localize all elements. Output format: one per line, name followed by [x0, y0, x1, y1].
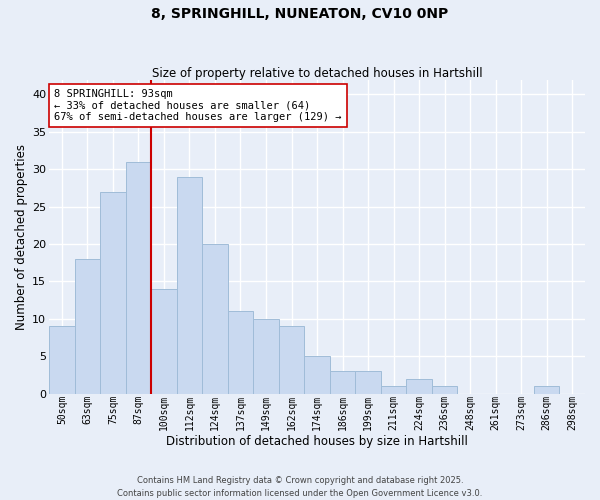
Text: 8 SPRINGHILL: 93sqm
← 33% of detached houses are smaller (64)
67% of semi-detach: 8 SPRINGHILL: 93sqm ← 33% of detached ho… [55, 89, 342, 122]
Bar [381, 386, 406, 394]
Title: Size of property relative to detached houses in Hartshill: Size of property relative to detached ho… [152, 66, 482, 80]
Bar [279, 326, 304, 394]
Text: Contains HM Land Registry data © Crown copyright and database right 2025.
Contai: Contains HM Land Registry data © Crown c… [118, 476, 482, 498]
Bar [406, 378, 432, 394]
Bar [432, 386, 457, 394]
Bar [355, 372, 381, 394]
Bar [74, 259, 100, 394]
Bar [253, 319, 279, 394]
Bar [100, 192, 125, 394]
Bar [202, 244, 228, 394]
Bar [151, 289, 176, 394]
Bar [330, 372, 355, 394]
Bar [176, 177, 202, 394]
Y-axis label: Number of detached properties: Number of detached properties [15, 144, 28, 330]
Text: 8, SPRINGHILL, NUNEATON, CV10 0NP: 8, SPRINGHILL, NUNEATON, CV10 0NP [151, 8, 449, 22]
Bar [304, 356, 330, 394]
Bar [534, 386, 559, 394]
Bar [49, 326, 74, 394]
Bar [125, 162, 151, 394]
X-axis label: Distribution of detached houses by size in Hartshill: Distribution of detached houses by size … [166, 434, 468, 448]
Bar [228, 312, 253, 394]
